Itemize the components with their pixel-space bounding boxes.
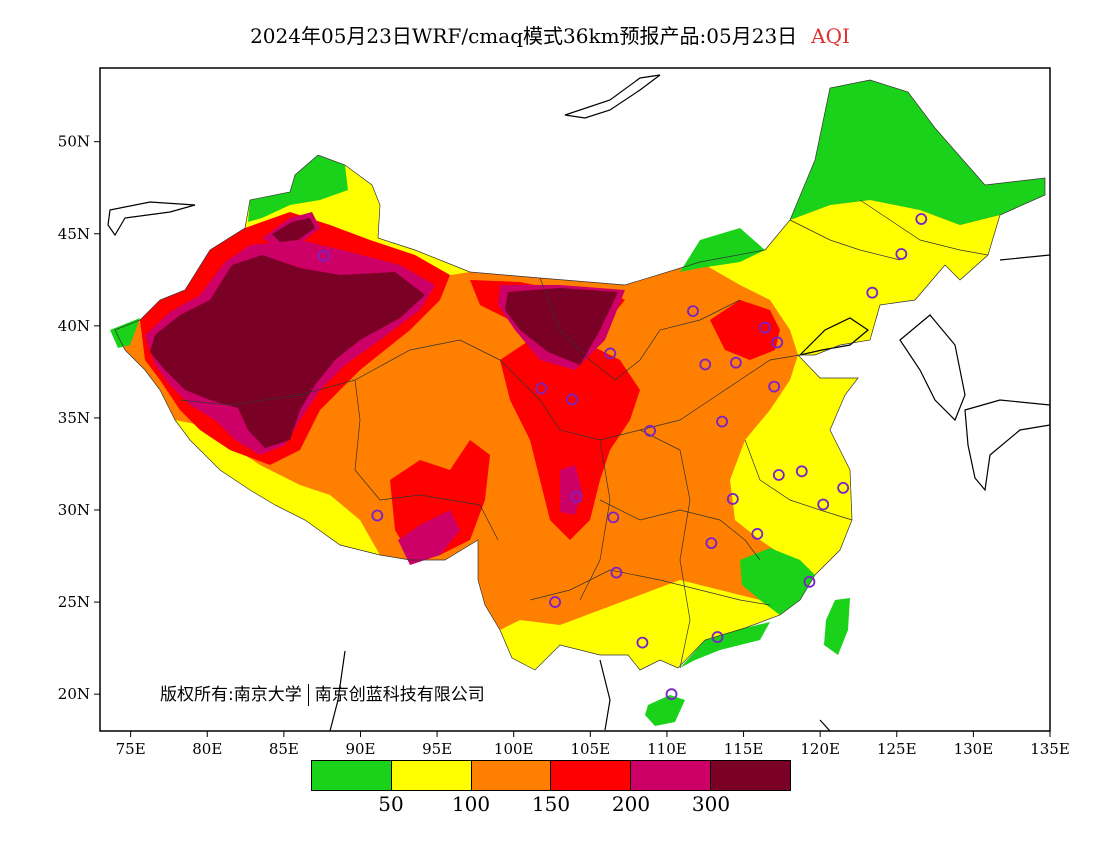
station-markers: [317, 213, 928, 701]
city-station-marker: [317, 249, 330, 262]
x-tick-label: 120E: [800, 740, 840, 758]
axes: 75E 80E 85E 90E 95E 100E 105E 110E 115E 120E 125E 1…: [58, 133, 1070, 758]
city-station-marker: [549, 596, 561, 608]
x-tick-label: 125E: [877, 740, 917, 758]
aqi-region-green-hainan: [645, 695, 685, 726]
city-station-marker: [817, 498, 830, 511]
city-station-marker: [803, 575, 816, 588]
city-station-marker: [771, 336, 784, 349]
y-tick-label: 25N: [58, 593, 90, 611]
legend-swatch: [711, 761, 790, 790]
map-title: 2024年05月23日WRF/cmaq模式36km预报产品:05月23日 AQI: [0, 20, 1100, 49]
city-station-marker: [535, 382, 548, 395]
x-tick-label: 75E: [116, 740, 146, 758]
city-station-marker: [711, 631, 724, 643]
city-station-marker: [795, 465, 808, 478]
copyright-part1: 版权所有:南京大学: [160, 685, 302, 705]
x-tick-label: 110E: [647, 740, 687, 758]
aqi-region-green-taiwan: [824, 598, 850, 655]
x-tick-label: 105E: [571, 740, 611, 758]
aqi-region-yellow-east: [730, 355, 858, 575]
aqi-region-maroon-dzungaria: [272, 218, 315, 242]
title-variable: AQI: [811, 24, 850, 48]
aqi-region-maroon-alxa: [505, 288, 618, 365]
x-tick-label: 115E: [724, 740, 764, 758]
aqi-region-maroon-tarim: [150, 255, 425, 448]
city-station-marker: [895, 248, 908, 260]
x-tick-label: 130E: [954, 740, 994, 758]
city-station-marker: [644, 424, 656, 437]
aqi-region-red-central: [500, 330, 640, 540]
aqi-region-red-tibet: [390, 440, 490, 555]
aqi-region-magenta-tibet-se: [398, 510, 460, 565]
x-tick-label: 90E: [345, 740, 375, 758]
y-tick-label: 35N: [58, 409, 90, 427]
city-station-marker: [726, 493, 739, 505]
x-tick-label: 95E: [422, 740, 452, 758]
city-station-marker: [716, 415, 728, 428]
x-tick-label: 100E: [494, 740, 534, 758]
legend-labels: 50 100 150 200 300: [0, 792, 1100, 822]
y-tick-label: 20N: [58, 685, 90, 703]
legend-swatch: [551, 761, 632, 790]
aqi-region-yellow-northeast: [700, 200, 1000, 355]
color-legend: [311, 760, 791, 791]
city-station-marker: [371, 509, 384, 522]
aqi-region-yellow-southwest: [175, 420, 380, 555]
city-station-marker: [607, 511, 620, 524]
city-station-marker: [759, 321, 771, 334]
city-station-marker: [699, 358, 712, 371]
y-tick-label: 50N: [58, 133, 90, 151]
y-tick-label: 30N: [58, 501, 90, 519]
x-tick-label: 80E: [192, 740, 222, 758]
legend-swatch: [471, 761, 552, 790]
city-station-marker: [729, 356, 742, 369]
legend-label: 150: [531, 792, 571, 816]
city-station-marker: [636, 636, 649, 649]
city-station-marker: [604, 347, 617, 360]
y-tick-label: 45N: [58, 225, 90, 243]
city-station-marker: [866, 286, 879, 299]
city-station-marker: [772, 469, 785, 481]
city-station-marker: [915, 213, 928, 225]
city-station-marker: [751, 528, 764, 540]
legend-label: 50: [378, 792, 404, 816]
legend-swatch: [631, 761, 712, 790]
legend-label: 300: [691, 792, 731, 816]
copyright-separator: [307, 684, 309, 706]
city-station-marker: [837, 481, 850, 494]
city-station-marker: [687, 305, 699, 318]
province-borders: [114, 79, 1046, 671]
aqi-region-green-guangdong: [680, 622, 770, 668]
aqi-region-green-northeast-low: [680, 228, 765, 272]
coastlines: [107, 74, 1050, 731]
aqi-region-green-northeast: [765, 80, 1045, 250]
aqi-region-green-northwest: [248, 155, 348, 222]
aqi-region-red-north-china: [710, 300, 780, 360]
city-station-marker: [768, 380, 781, 393]
x-tick-label: 135E: [1030, 740, 1070, 758]
city-station-marker: [610, 566, 623, 579]
title-main: 2024年05月23日WRF/cmaq模式36km预报产品:05月23日: [250, 24, 798, 48]
city-station-marker: [705, 537, 718, 550]
legend-label: 200: [611, 792, 651, 816]
legend-label: 100: [451, 792, 491, 816]
x-tick-label: 85E: [269, 740, 299, 758]
aqi-region-green-west-tip: [110, 318, 140, 348]
legend-swatch: [391, 761, 472, 790]
map-frame: [99, 67, 1051, 732]
y-tick-label: 40N: [58, 317, 90, 335]
legend-swatch: [312, 761, 392, 790]
city-station-marker: [570, 491, 583, 504]
aqi-region-green-fujian: [740, 548, 815, 615]
city-station-marker: [665, 688, 678, 701]
copyright-notice: 版权所有:南京大学 南京创蓝科技有限公司: [160, 680, 485, 706]
copyright-part2: 南京创蓝科技有限公司: [314, 685, 485, 705]
city-station-marker: [566, 393, 578, 406]
